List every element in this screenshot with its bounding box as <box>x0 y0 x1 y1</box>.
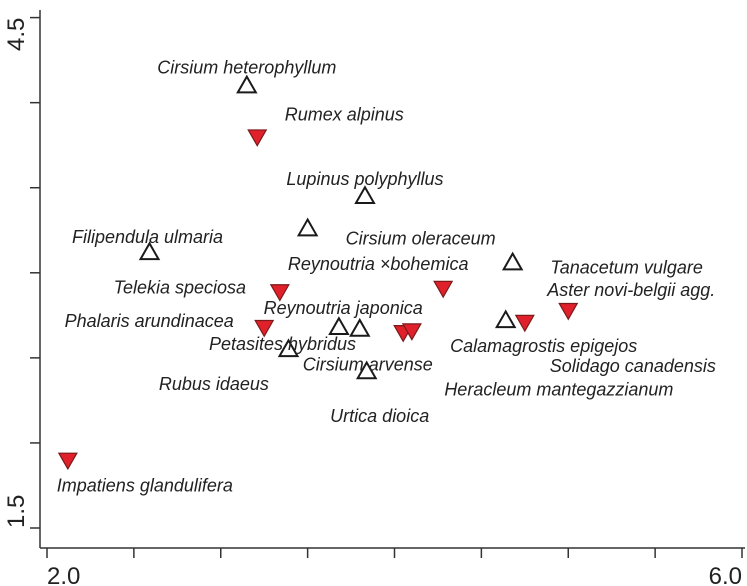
point-label: Telekia speciosa <box>114 277 246 297</box>
point-label: Filipendula ulmaria <box>72 227 223 247</box>
y-tick-label: 1.5 <box>3 495 30 528</box>
point <box>269 284 290 302</box>
x-tick-label: 2.0 <box>47 563 80 586</box>
point <box>138 241 161 261</box>
point <box>236 74 258 94</box>
point <box>494 309 517 329</box>
point-label: Reynoutria ×bohemica <box>288 254 469 274</box>
point <box>501 251 524 271</box>
point-label: Heracleum mantegazzianum <box>444 379 673 399</box>
point-label: Calamagrostis epigejos <box>450 336 637 356</box>
point <box>514 314 535 333</box>
point <box>57 452 78 471</box>
point <box>247 129 268 147</box>
point <box>254 319 275 338</box>
point-label: Solidago canadensis <box>550 356 716 376</box>
point-label: Cirsium arvense <box>303 355 433 375</box>
point-label: Aster novi-belgii agg. <box>546 280 715 300</box>
point <box>349 317 371 337</box>
point-label: Cirsium oleraceum <box>346 228 496 248</box>
point-label: Urtica dioica <box>330 406 429 426</box>
point-label: Petasites hybridus <box>209 334 356 354</box>
point <box>354 185 376 204</box>
point-label: Rumex alpinus <box>285 104 404 124</box>
point <box>401 323 422 341</box>
point <box>296 217 319 237</box>
point-label: Lupinus polyphyllus <box>286 169 443 189</box>
point-label: Tanacetum vulgare <box>550 257 702 277</box>
point-label: Phalaris arundinacea <box>65 311 234 331</box>
x-tick-label: 6.0 <box>709 563 742 586</box>
point-label: Impatiens glandulifera <box>57 476 233 496</box>
point-label: Cirsium heterophyllum <box>157 57 336 77</box>
point-label: Rubus idaeus <box>159 374 269 394</box>
point <box>355 360 378 380</box>
point-label: Reynoutria japonica <box>264 298 423 318</box>
point <box>328 316 350 335</box>
y-tick-label: 4.5 <box>3 18 30 51</box>
point <box>433 280 454 299</box>
point <box>277 338 300 358</box>
point <box>558 302 579 321</box>
